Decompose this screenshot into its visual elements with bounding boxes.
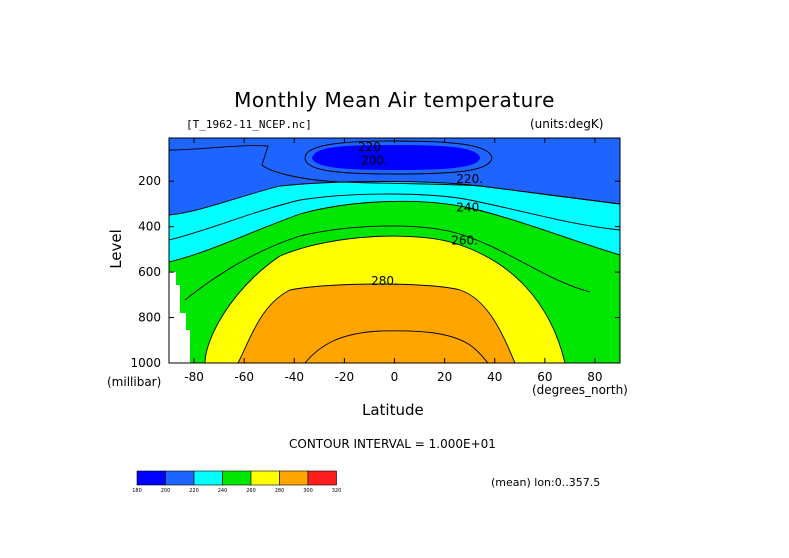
colorbar: 180 200 220 240 260 280 300 320 — [132, 470, 342, 494]
colorbar-tick-label: 180 — [132, 488, 142, 494]
contour-interval-label: CONTOUR INTERVAL = 1.000E+01 — [289, 437, 496, 451]
colorbar-swatch — [193, 470, 223, 486]
mean-label: (mean) lon:0..357.5 — [491, 476, 601, 489]
colorbar-tick-label: 320 — [332, 488, 342, 494]
contour-line-250 — [169, 193, 620, 241]
contour-line-200 — [304, 140, 493, 175]
y-tick-label: 400 — [138, 220, 161, 234]
contour-label: 220. — [456, 172, 483, 186]
colorbar-swatch — [136, 470, 166, 486]
colorbar-swatch — [307, 470, 337, 486]
band-220-240 — [169, 181, 620, 363]
chart-title: Monthly Mean Air temperature — [234, 88, 555, 112]
colorbar-tick-label: 220 — [189, 488, 199, 494]
band-280-300 — [238, 284, 515, 363]
contour-line-240 — [169, 181, 620, 216]
colorbar-swatch — [165, 470, 195, 486]
file-label: [T_1962-11_NCEP.nc] — [186, 118, 312, 131]
units-label: (units:degK) — [530, 117, 604, 131]
band-260-280 — [205, 236, 565, 363]
y-tick-label: 800 — [138, 311, 161, 325]
y-tick-label: 1000 — [130, 356, 161, 370]
plot-frame — [168, 137, 621, 364]
contour-line-260 — [169, 200, 620, 263]
contour-line-290 — [237, 283, 516, 363]
band-240-260 — [169, 201, 620, 363]
colorbar-swatch — [250, 470, 280, 486]
contour-label: 260. — [451, 233, 478, 247]
colorbar-tick-label: 260 — [246, 488, 256, 494]
x-axis-label: Latitude — [362, 401, 424, 419]
x-tick-label: 60 — [537, 370, 552, 384]
colorbar-swatch — [222, 470, 252, 486]
x-axis-unit: (degrees_north) — [532, 383, 628, 397]
contour-line-220 — [169, 145, 620, 205]
colorbar-tick-label: 300 — [303, 488, 313, 494]
y-axis-label: Level — [106, 229, 125, 269]
contour-line-300 — [304, 330, 489, 363]
colorbar-swatch — [279, 470, 309, 486]
band-200-220 — [169, 138, 620, 363]
axes-layer: -80 -60 -40 -20 0 20 40 60 80 200 400 600 800 1000 — [130, 138, 620, 384]
colorbar-tick-label: 200 — [161, 488, 171, 494]
x-tick-label: 40 — [487, 370, 502, 384]
x-tick-label: -40 — [284, 370, 304, 384]
x-tick-label: -80 — [184, 370, 204, 384]
band-below-200 — [312, 145, 480, 170]
contour-label: 200. — [361, 154, 388, 168]
contour-line-280 — [204, 235, 566, 363]
contour-lines — [169, 140, 620, 363]
contour-label: 220 — [358, 140, 381, 154]
contour-label: 240. — [456, 200, 483, 214]
y-tick-label: 200 — [138, 174, 161, 188]
x-tick-label: -20 — [335, 370, 355, 384]
colorbar-tick-label: 240 — [218, 488, 228, 494]
x-tick-label: 20 — [437, 370, 452, 384]
x-tick-label: 0 — [391, 370, 399, 384]
y-axis-unit: (millibar) — [107, 375, 162, 389]
contour-label: 280. — [371, 274, 398, 288]
y-tick-label: 600 — [138, 265, 161, 279]
x-tick-label: 80 — [587, 370, 602, 384]
missing-data-region — [169, 272, 190, 363]
contour-line-270 — [184, 225, 591, 301]
colorbar-tick-label: 280 — [275, 488, 285, 494]
contour-fill-layer — [169, 138, 620, 363]
x-tick-label: -60 — [234, 370, 254, 384]
